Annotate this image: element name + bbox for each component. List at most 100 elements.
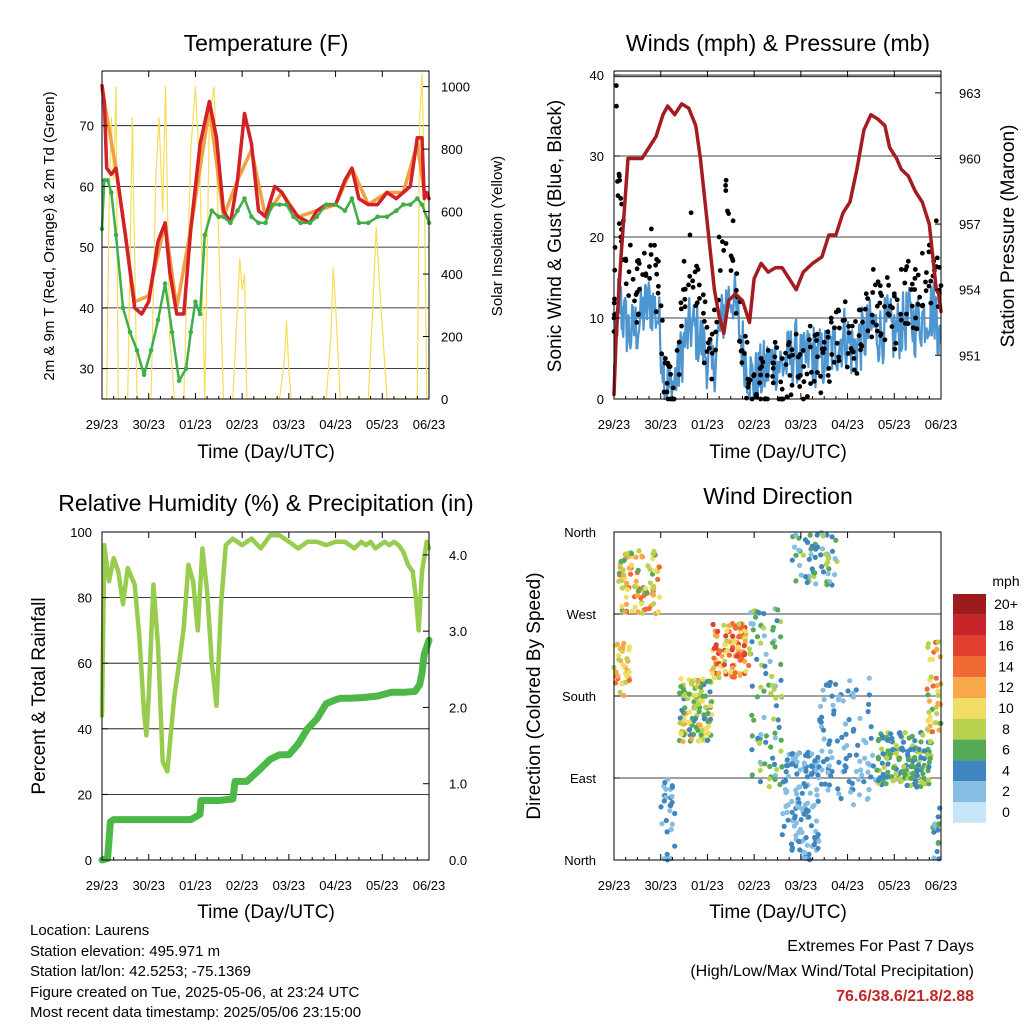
wind-direction-point bbox=[749, 712, 755, 718]
gust-point bbox=[787, 373, 793, 378]
wind-direction-point bbox=[655, 576, 661, 583]
legend-label: 10 bbox=[998, 700, 1014, 716]
wind-direction-point bbox=[831, 708, 837, 714]
gust-point bbox=[630, 276, 636, 282]
gust-point bbox=[814, 338, 819, 343]
humidity-plot-area bbox=[98, 533, 433, 864]
wind-direction-point bbox=[771, 761, 778, 768]
wind-direction-point bbox=[623, 594, 629, 600]
wind-direction-point bbox=[778, 661, 784, 668]
wind-direction-point bbox=[724, 628, 730, 634]
wind-direction-point bbox=[820, 533, 826, 539]
winds-xtick-label: 03/23 bbox=[785, 417, 818, 432]
gust-point bbox=[870, 290, 876, 295]
gust-point bbox=[796, 354, 801, 360]
wind-direction-point bbox=[758, 684, 764, 690]
wind-direction-point bbox=[920, 732, 926, 738]
wind-direction-point bbox=[626, 644, 633, 650]
gust-point bbox=[641, 250, 647, 256]
wind-direction-point bbox=[689, 679, 695, 685]
wind-direction-point bbox=[925, 777, 932, 783]
wind-direction-point bbox=[650, 556, 656, 562]
wind-direction-point bbox=[734, 653, 740, 659]
precip-ytick-label: 1.0 bbox=[449, 777, 467, 792]
wind-direction-point bbox=[781, 823, 787, 830]
gust-point bbox=[809, 369, 814, 375]
gust-point bbox=[723, 177, 729, 183]
wind-direction-point bbox=[663, 786, 669, 792]
dewpoint-point bbox=[401, 202, 406, 207]
gust-point bbox=[801, 379, 807, 385]
gust-point bbox=[856, 333, 862, 338]
wind-direction-point bbox=[926, 698, 933, 704]
wind-direction-point bbox=[918, 739, 924, 745]
legend-swatch bbox=[953, 635, 986, 657]
gust-point bbox=[783, 350, 788, 356]
wind-direction-point bbox=[803, 835, 809, 841]
winds-ytick-label: 20 bbox=[590, 230, 604, 245]
wind-direction-point bbox=[692, 705, 698, 711]
wind-direction-point bbox=[893, 771, 899, 777]
gust-point bbox=[667, 364, 673, 370]
wind-direction-point bbox=[793, 532, 799, 538]
wind-direction-point bbox=[804, 774, 811, 780]
gust-point bbox=[915, 302, 921, 307]
wind-direction-point bbox=[715, 628, 721, 635]
wind-direction-point bbox=[681, 693, 687, 699]
wind-direction-xlabel: Time (Day/UTC) bbox=[709, 902, 847, 923]
wind-direction-point bbox=[839, 734, 845, 741]
gust-point bbox=[774, 345, 780, 350]
wind-direction-point bbox=[629, 562, 635, 568]
wind-direction-point bbox=[901, 763, 907, 770]
dewpoint-point bbox=[256, 220, 261, 226]
dewpoint-point bbox=[235, 208, 240, 214]
wind-direction-point bbox=[616, 578, 622, 584]
wind-direction-point bbox=[842, 763, 848, 769]
wind-direction-point bbox=[672, 843, 678, 849]
wind-direction-ytick-label: East bbox=[570, 771, 596, 786]
pressure-ytick-label: 957 bbox=[959, 217, 981, 232]
gust-point bbox=[874, 322, 879, 328]
wind-direction-point bbox=[808, 552, 814, 558]
gust-point bbox=[713, 329, 718, 335]
wind-direction-point bbox=[819, 748, 825, 754]
wind-direction-point bbox=[707, 703, 713, 709]
wind-direction-point bbox=[893, 743, 899, 749]
legend-swatch bbox=[953, 760, 986, 782]
humidity-xtick-label: 02/23 bbox=[226, 878, 259, 893]
temperature-plot-area bbox=[99, 73, 432, 400]
wind-direction-point bbox=[865, 769, 871, 775]
wind-direction-point bbox=[847, 752, 853, 759]
winds-ytick-label: 10 bbox=[590, 311, 604, 326]
wind-direction-point bbox=[846, 778, 852, 785]
wind-direction-point bbox=[735, 644, 741, 650]
wind-direction-point bbox=[742, 639, 748, 645]
wind-direction-point bbox=[785, 817, 791, 823]
wind-direction-point bbox=[793, 787, 799, 793]
gust-point bbox=[655, 258, 661, 264]
wind-direction-point bbox=[711, 655, 717, 661]
wind-direction-point bbox=[728, 669, 734, 675]
wind-direction-point bbox=[741, 643, 747, 649]
wind-direction-point bbox=[659, 821, 665, 827]
wind-direction-point bbox=[866, 675, 872, 681]
wind-direction-point bbox=[770, 683, 776, 689]
wind-direction-point bbox=[920, 771, 926, 777]
humidity-xtick-label: 05/23 bbox=[366, 878, 399, 893]
gust-point bbox=[730, 258, 736, 263]
gust-point bbox=[676, 372, 682, 377]
gust-point bbox=[702, 299, 708, 305]
gust-point bbox=[815, 370, 820, 375]
gust-point bbox=[696, 282, 702, 288]
gust-point bbox=[814, 331, 820, 337]
wind-direction-point bbox=[724, 637, 730, 644]
wind-direction-point bbox=[811, 802, 817, 808]
wind-direction-point bbox=[705, 730, 712, 736]
humidity-ytick-label: 80 bbox=[78, 591, 92, 606]
gust-point bbox=[860, 319, 865, 325]
gust-point bbox=[687, 273, 693, 279]
wind-direction-point bbox=[783, 769, 789, 775]
wind-direction-point bbox=[775, 717, 781, 723]
wind-direction-point bbox=[768, 744, 774, 750]
wind-direction-point bbox=[707, 678, 713, 684]
